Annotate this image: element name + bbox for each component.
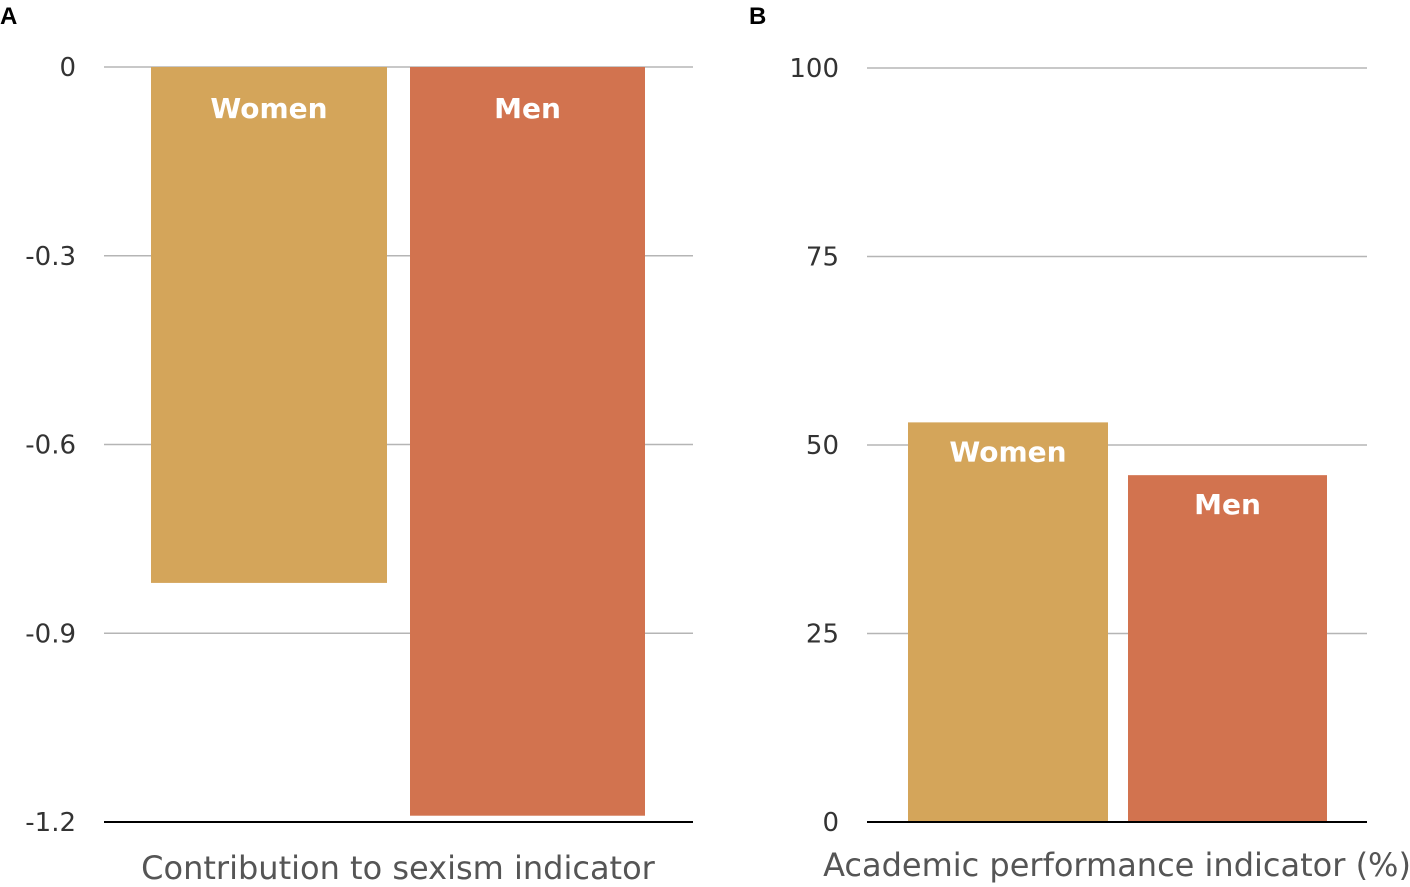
panel-a-bars: Women Men bbox=[151, 67, 645, 816]
panel-a-y-tick-label: -1.2 bbox=[25, 808, 76, 838]
panel-b-bars: Women Men bbox=[908, 422, 1327, 822]
panel-a-x-label: Contribution to sexism indicator bbox=[141, 849, 656, 887]
panel-b-bar-men bbox=[1128, 475, 1327, 822]
panel-b-bar-label-men: Men bbox=[1194, 488, 1261, 521]
panel-b-bar-label-women: Women bbox=[949, 435, 1066, 468]
panel-a-letter: A bbox=[0, 3, 17, 30]
panel-b-x-label: Academic performance indicator (%) bbox=[823, 846, 1410, 884]
panel-a-y-tick-label: -0.3 bbox=[25, 242, 76, 272]
panel-b-y-axis: 100 75 50 25 0 bbox=[789, 54, 839, 838]
panel-b-y-tick-label: 50 bbox=[806, 431, 839, 461]
panel-a-chart: A 0 -0.3 -0.6 -0.9 -1.2 Women Men Contributio… bbox=[0, 3, 693, 887]
panel-b-y-tick-label: 100 bbox=[789, 54, 839, 84]
panel-b-chart: B 100 75 50 25 0 Women Men Academic performan… bbox=[749, 3, 1410, 884]
panel-b-y-tick-label: 0 bbox=[822, 808, 839, 838]
panel-a-y-tick-label: -0.9 bbox=[25, 619, 76, 649]
panel-b-y-tick-label: 75 bbox=[806, 243, 839, 273]
panel-a-bar-women bbox=[151, 67, 387, 583]
panel-a-y-tick-label: -0.6 bbox=[25, 431, 76, 461]
panel-a-bar-label-women: Women bbox=[210, 92, 327, 125]
panel-a-y-axis: 0 -0.3 -0.6 -0.9 -1.2 bbox=[25, 53, 76, 838]
panel-b-y-tick-label: 25 bbox=[806, 620, 839, 650]
panel-b-bar-women bbox=[908, 422, 1108, 822]
panel-a-y-tick-label: 0 bbox=[59, 53, 76, 83]
panel-b-letter: B bbox=[749, 3, 766, 30]
panel-a-bar-men bbox=[410, 67, 645, 816]
panel-a-bar-label-men: Men bbox=[494, 92, 561, 125]
